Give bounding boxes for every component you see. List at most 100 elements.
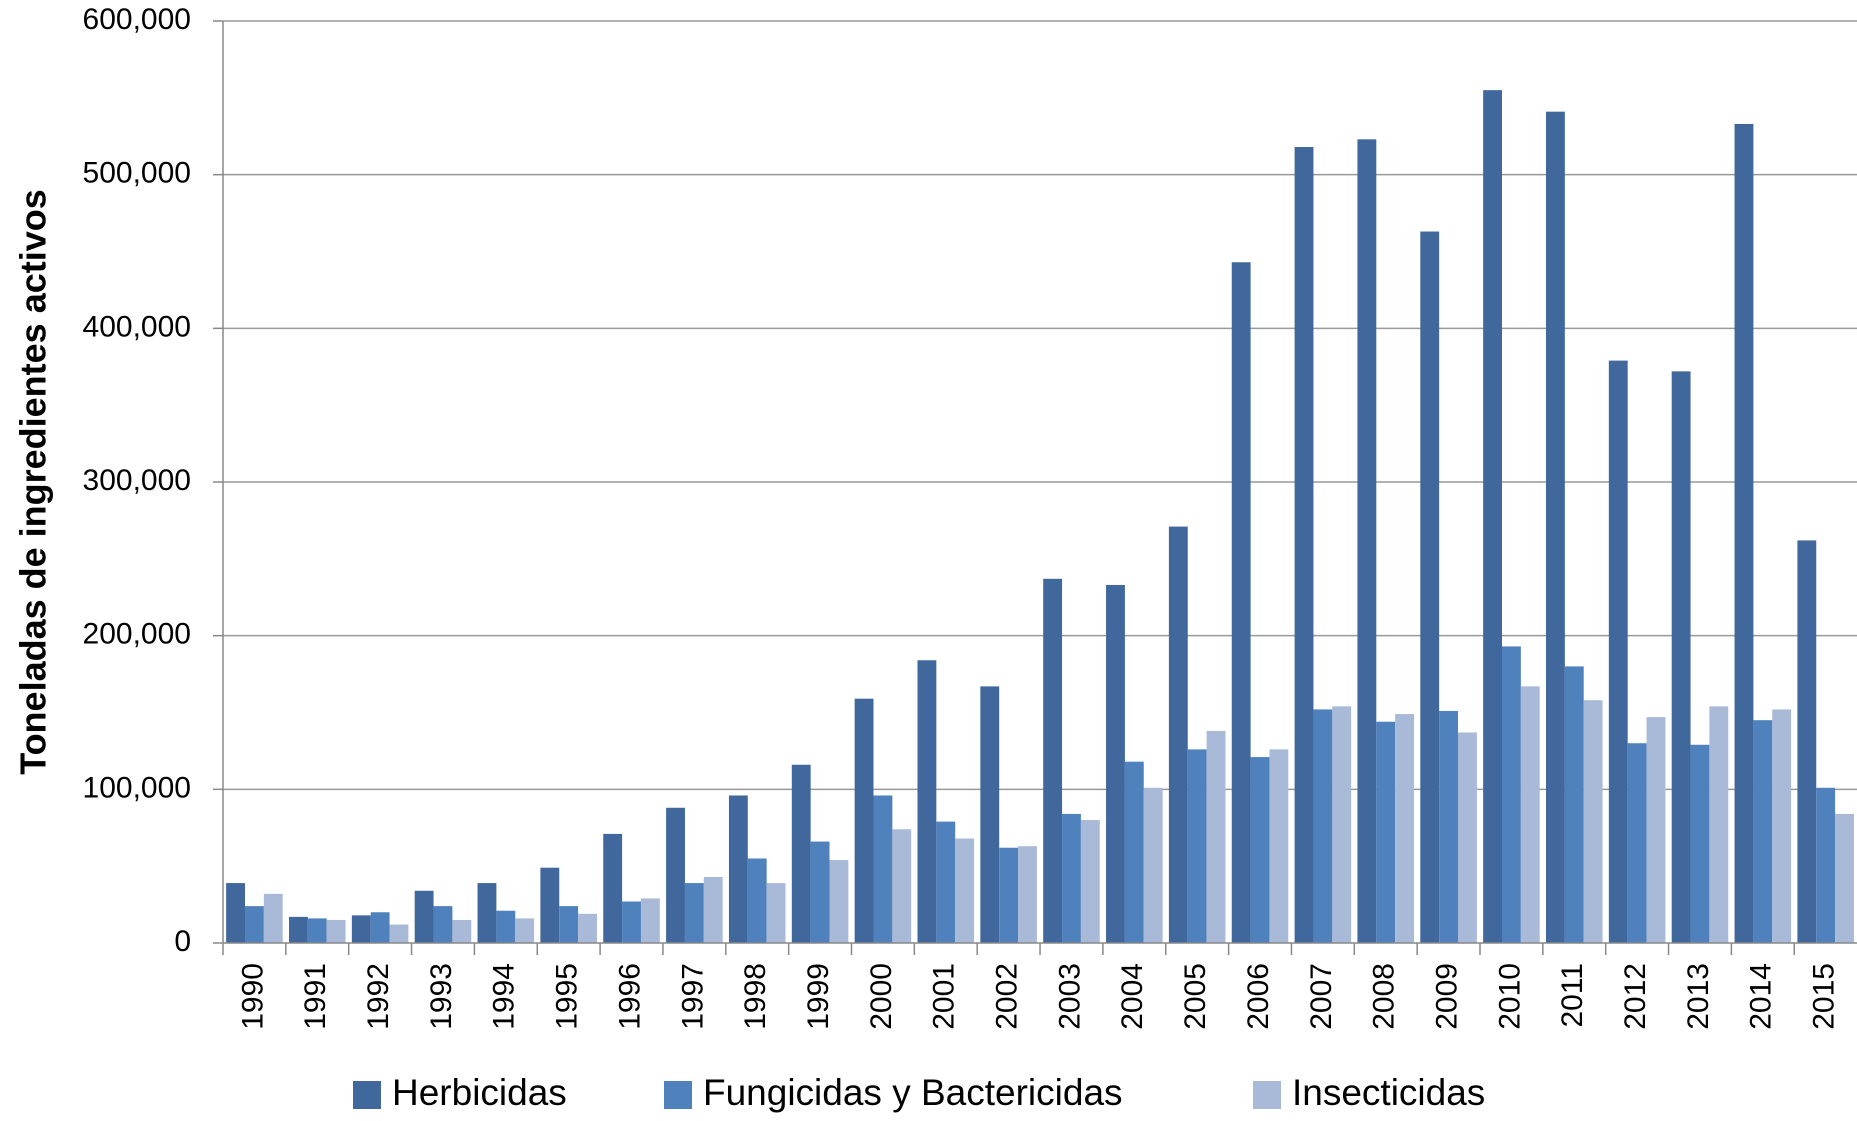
bar [414, 890, 434, 943]
x-tick-label: 1993 [425, 963, 458, 1030]
bar [703, 876, 723, 943]
x-tick-label: 2003 [1053, 963, 1086, 1030]
bar [917, 660, 937, 943]
x-tick-label: 2001 [928, 963, 961, 1030]
y-tick-label: 300,000 [83, 464, 191, 497]
bar [873, 795, 893, 943]
bar [1143, 787, 1163, 943]
y-tick-label: 400,000 [83, 310, 191, 343]
x-tick-label: 2015 [1808, 963, 1841, 1030]
x-tick-label: 2008 [1368, 963, 1401, 1030]
bar [307, 918, 327, 943]
x-tick-label: 2009 [1430, 963, 1463, 1030]
x-tick-label: 2002 [991, 963, 1024, 1030]
bar [1797, 540, 1817, 943]
x-tick-label: 1992 [362, 963, 395, 1030]
bar [1062, 813, 1081, 943]
bar [1357, 139, 1377, 943]
bar [1564, 666, 1584, 943]
bar [578, 913, 597, 943]
x-tick-label: 2012 [1619, 963, 1652, 1030]
legend-swatch [353, 1081, 381, 1109]
x-tick-label: 2013 [1682, 963, 1715, 1030]
bar [747, 858, 767, 943]
bar [1231, 262, 1251, 943]
bar [892, 829, 912, 943]
x-tick-label: 1990 [236, 963, 269, 1030]
bar [540, 867, 560, 943]
bar [1545, 111, 1565, 943]
bar [766, 883, 786, 943]
legend-label: Fungicidas y Bactericidas [703, 1072, 1123, 1113]
x-tick-label: 2007 [1305, 963, 1338, 1030]
bar [1395, 714, 1415, 943]
x-tick-label: 1999 [802, 963, 835, 1030]
bar [1753, 720, 1773, 943]
bar [1124, 761, 1144, 943]
x-tick-label: 1998 [739, 963, 772, 1030]
bar [559, 906, 579, 943]
bar [1376, 721, 1396, 943]
x-tick-label: 2006 [1242, 963, 1275, 1030]
bar [1439, 710, 1459, 943]
x-tick-label: 1991 [299, 963, 332, 1030]
bar [515, 918, 535, 943]
y-tick-label: 100,000 [83, 771, 191, 804]
bar [496, 910, 516, 943]
x-tick-label: 2010 [1493, 963, 1526, 1030]
bar [288, 916, 308, 943]
bar [244, 906, 264, 943]
bar [640, 898, 660, 943]
bar [1816, 787, 1836, 943]
bar [999, 847, 1019, 943]
y-tick-label: 0 [174, 925, 191, 958]
x-tick-label: 2014 [1745, 963, 1778, 1030]
bar [829, 860, 849, 943]
bar [1250, 757, 1270, 943]
x-tick-label: 1996 [613, 963, 646, 1030]
y-tick-label: 600,000 [83, 3, 191, 36]
bar [1458, 732, 1477, 943]
bar [389, 924, 409, 943]
bar [622, 901, 641, 943]
bar [326, 919, 346, 943]
x-tick-label: 1994 [488, 963, 521, 1030]
bar [1627, 743, 1647, 943]
bar [1420, 231, 1440, 944]
y-axis-label: Toneladas de ingredientes activos [13, 189, 54, 775]
x-tick-label: 2011 [1556, 963, 1589, 1028]
bar [1043, 578, 1063, 943]
bar [791, 764, 811, 943]
bar [1313, 709, 1333, 943]
bar [1772, 709, 1792, 943]
bar [370, 912, 390, 943]
y-tick-label: 500,000 [83, 157, 191, 190]
bar [1835, 813, 1854, 943]
bar [603, 833, 623, 943]
bar [1332, 706, 1352, 943]
bar [1187, 749, 1207, 943]
bar [1294, 147, 1314, 944]
x-tick-label: 1997 [676, 963, 709, 1030]
bar [1734, 123, 1754, 943]
bar [1018, 846, 1037, 943]
bar [684, 883, 704, 943]
bar [936, 821, 956, 943]
bar [1671, 371, 1691, 943]
bar [1646, 717, 1666, 943]
bar [810, 841, 830, 943]
bar [1206, 730, 1226, 943]
bar [1690, 744, 1710, 943]
bar [955, 838, 975, 943]
bar [1269, 749, 1289, 943]
bar [1501, 646, 1521, 943]
bar [1168, 526, 1188, 943]
legend-swatch [1253, 1081, 1281, 1109]
bar [226, 883, 245, 943]
bar [1106, 584, 1125, 943]
x-tick-label: 2005 [1179, 963, 1212, 1030]
bar [433, 906, 453, 943]
bar [1520, 686, 1540, 943]
legend-swatch [664, 1081, 692, 1109]
